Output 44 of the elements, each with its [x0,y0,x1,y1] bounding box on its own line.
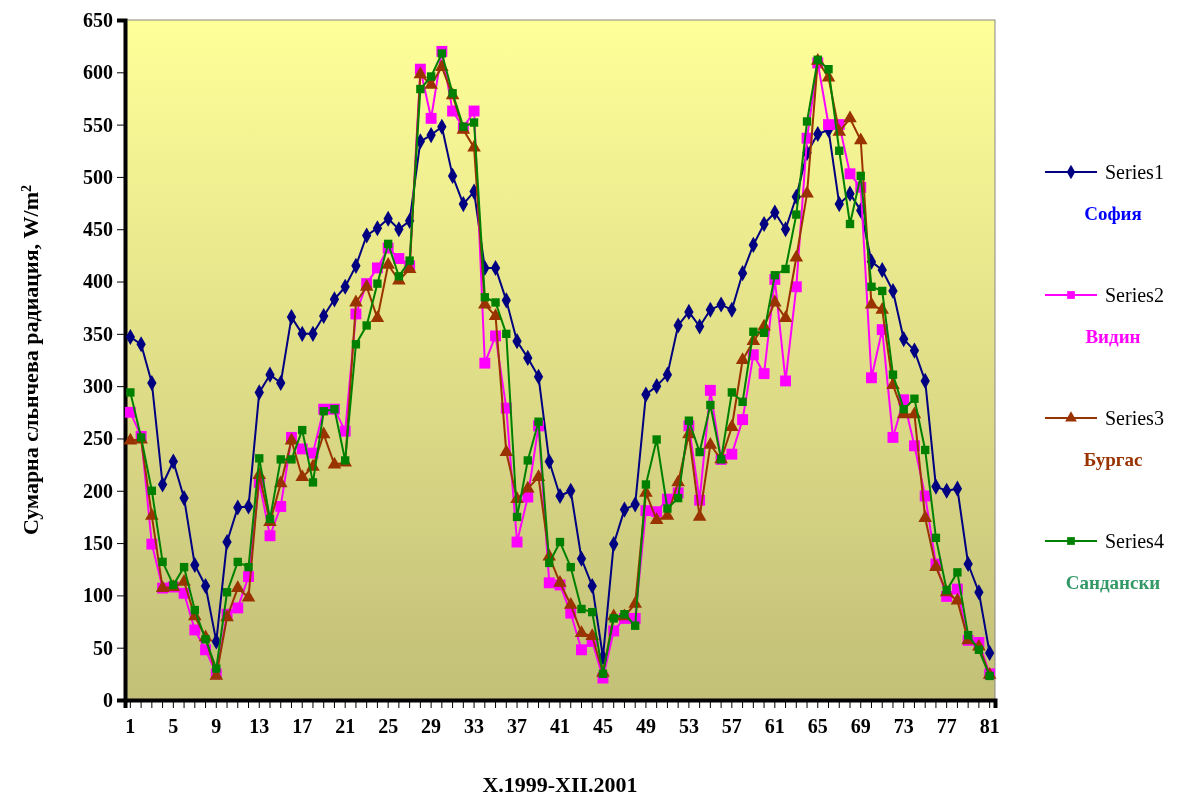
x-tick-label: 17 [292,715,313,737]
x-tick-label: 37 [507,715,528,737]
x-tick-label: 29 [421,715,442,737]
y-tick-label: 650 [83,8,113,31]
x-tick-label: 13 [249,715,270,737]
y-tick-label: 300 [83,375,113,398]
y-tick-label: 100 [83,584,113,607]
y-tick-label: 350 [83,322,113,345]
text: София [1084,203,1142,224]
y-tick-label: 500 [83,165,113,188]
x-tick-label: 9 [211,715,222,737]
y-tick-label: 250 [83,427,113,450]
x-tick-label: 21 [335,715,356,737]
legend-label: Series3 [1105,407,1164,429]
x-tick-label: 57 [721,715,742,737]
y-tick-label: 600 [83,61,113,84]
x-tick-label: 53 [678,715,699,737]
y-tick-label: 200 [83,479,113,502]
x-tick-label: 81 [979,715,1000,737]
legend-label: Series2 [1105,284,1164,306]
x-tick-label: 25 [378,715,399,737]
x-tick-label: 69 [850,715,871,737]
x-tick-label: 61 [764,715,785,737]
x-axis-title: X.1999-XII.2001 [482,772,638,797]
x-tick-label: 41 [550,715,570,737]
x-tick-label: 1 [125,715,136,737]
y-tick-label: 150 [83,531,113,554]
text: Бургас [1083,449,1143,470]
y-tick-label: 450 [83,218,113,241]
legend-label: Series4 [1105,530,1164,552]
y-tick-label: 50 [93,636,113,659]
x-tick-label: 5 [168,715,179,737]
x-tick-label: 49 [635,715,656,737]
y-tick-label: 400 [83,270,113,293]
x-tick-label: 33 [464,715,485,737]
text: Сандански [1065,572,1161,593]
x-tick-label: 65 [807,715,828,737]
y-tick-label: 0 [103,688,113,711]
legend-label: Series1 [1105,161,1164,183]
y-tick-label: 550 [83,113,113,136]
text: Видин [1085,326,1141,347]
x-tick-label: 73 [893,715,914,737]
x-tick-label: 77 [936,715,957,737]
x-tick-label: 45 [592,715,613,737]
